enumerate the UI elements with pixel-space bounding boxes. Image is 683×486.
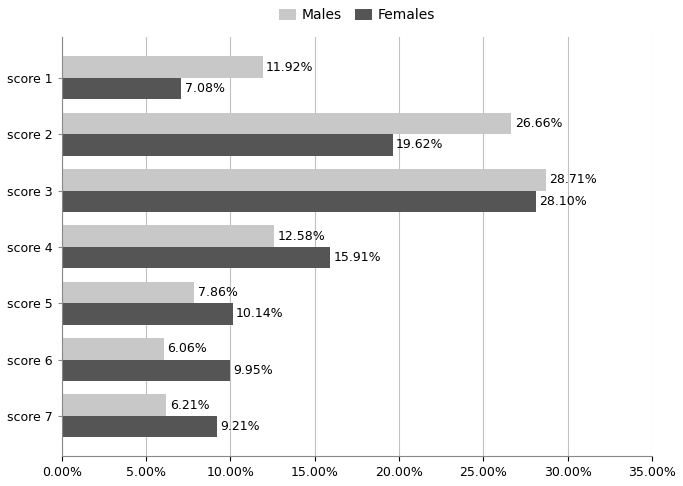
Text: 15.91%: 15.91% (333, 251, 381, 264)
Bar (61, 191, 535, 212)
Bar (61, 360, 229, 381)
Bar (61, 113, 512, 134)
Bar (61, 282, 194, 303)
Text: 28.10%: 28.10% (539, 195, 587, 208)
Text: 12.58%: 12.58% (277, 230, 325, 243)
Legend: Males, Females: Males, Females (273, 2, 441, 28)
Bar (61, 247, 330, 268)
Text: 9.21%: 9.21% (221, 420, 260, 433)
Bar (61, 78, 181, 99)
Text: 6.21%: 6.21% (170, 399, 210, 412)
Text: 7.86%: 7.86% (197, 286, 238, 299)
Bar (61, 303, 233, 325)
Text: 10.14%: 10.14% (236, 308, 283, 320)
Bar (61, 56, 263, 78)
Text: 6.06%: 6.06% (167, 342, 207, 355)
Text: 26.66%: 26.66% (515, 117, 562, 130)
Text: 7.08%: 7.08% (184, 82, 225, 95)
Bar (61, 169, 546, 191)
Bar (61, 134, 393, 156)
Bar (61, 226, 274, 247)
Text: 19.62%: 19.62% (396, 139, 443, 152)
Bar (61, 416, 217, 437)
Text: 28.71%: 28.71% (549, 174, 597, 186)
Text: 11.92%: 11.92% (266, 61, 313, 74)
Bar (61, 338, 164, 360)
Text: 9.95%: 9.95% (233, 364, 273, 377)
Bar (61, 395, 167, 416)
